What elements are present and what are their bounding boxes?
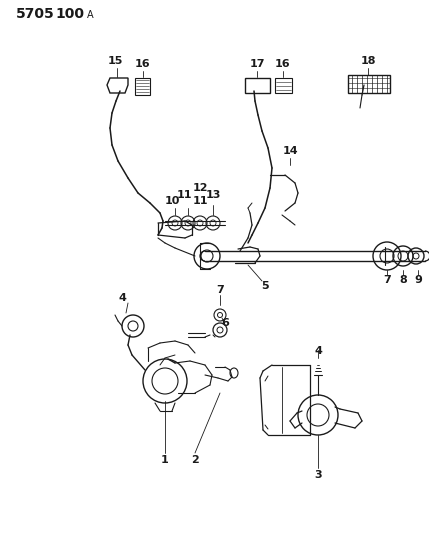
Text: 3: 3 (314, 470, 322, 480)
Text: 17: 17 (249, 59, 265, 69)
Text: 10: 10 (164, 196, 180, 206)
Text: 18: 18 (360, 56, 376, 66)
Text: 7: 7 (216, 285, 224, 295)
Text: 100: 100 (55, 7, 84, 21)
Text: 9: 9 (414, 275, 422, 285)
Text: 16: 16 (135, 59, 151, 69)
Text: 11: 11 (176, 190, 192, 200)
Text: 2: 2 (191, 455, 199, 465)
Text: 12: 12 (192, 183, 208, 193)
Text: 13: 13 (205, 190, 221, 200)
Text: 5705: 5705 (16, 7, 55, 21)
Text: 4: 4 (314, 346, 322, 356)
Text: 15: 15 (107, 56, 123, 66)
Text: 7: 7 (383, 275, 391, 285)
Text: 4: 4 (118, 293, 126, 303)
Text: 16: 16 (275, 59, 291, 69)
Text: 5: 5 (261, 281, 269, 291)
Text: 1: 1 (161, 455, 169, 465)
Text: A: A (87, 10, 94, 20)
Text: 8: 8 (399, 275, 407, 285)
Text: 11: 11 (192, 196, 208, 206)
Text: 14: 14 (282, 146, 298, 156)
Text: 6: 6 (221, 318, 229, 328)
